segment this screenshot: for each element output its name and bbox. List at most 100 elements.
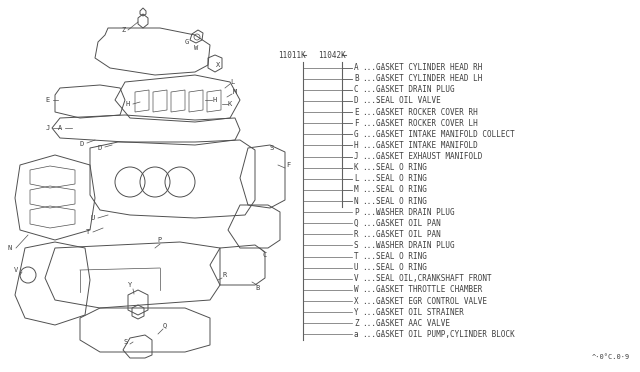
Text: .....: ..... — [362, 119, 385, 128]
Text: B: B — [256, 285, 260, 291]
Text: C: C — [354, 85, 358, 94]
Text: H: H — [213, 97, 217, 103]
Text: U: U — [91, 215, 95, 221]
Text: GASKET ROCKER COVER LH: GASKET ROCKER COVER LH — [376, 119, 477, 128]
Text: .....: ..... — [362, 108, 385, 116]
Text: WASHER DRAIN PLUG: WASHER DRAIN PLUG — [376, 208, 454, 217]
Text: Y: Y — [354, 308, 358, 317]
Text: T: T — [86, 229, 90, 235]
Text: E: E — [354, 108, 358, 116]
Text: GASKET OIL PAN: GASKET OIL PAN — [376, 230, 441, 239]
Text: W: W — [194, 45, 198, 51]
Text: N: N — [354, 196, 358, 205]
Text: GASKET INTAKE MANIFOLD COLLECT: GASKET INTAKE MANIFOLD COLLECT — [376, 130, 515, 139]
Text: .....: ..... — [362, 296, 385, 305]
Text: .....: ..... — [362, 163, 385, 172]
Text: F: F — [354, 119, 358, 128]
Text: P: P — [354, 208, 358, 217]
Text: GASKET EXHAUST MANIFOLD: GASKET EXHAUST MANIFOLD — [376, 152, 483, 161]
Text: SEAL O RING: SEAL O RING — [376, 185, 427, 195]
Text: .....: ..... — [362, 219, 385, 228]
Text: .....: ..... — [362, 141, 385, 150]
Text: K: K — [228, 101, 232, 107]
Text: .....: ..... — [362, 308, 385, 317]
Text: Q: Q — [354, 219, 358, 228]
Text: F: F — [286, 162, 290, 168]
Text: .....: ..... — [362, 241, 385, 250]
Text: U: U — [354, 263, 358, 272]
Text: SEAL O RING: SEAL O RING — [376, 252, 427, 261]
Text: .....: ..... — [362, 208, 385, 217]
Text: WASHER DRAIN PLUG: WASHER DRAIN PLUG — [376, 241, 454, 250]
Text: GASKET ROCKER COVER RH: GASKET ROCKER COVER RH — [376, 108, 477, 116]
Text: Z: Z — [354, 319, 358, 328]
Text: Z: Z — [122, 27, 126, 33]
Text: E: E — [46, 97, 50, 103]
Text: .....: ..... — [362, 196, 385, 205]
Text: .....: ..... — [362, 274, 385, 283]
Text: .....: ..... — [362, 319, 385, 328]
Text: .....: ..... — [362, 63, 385, 72]
Text: L: L — [230, 79, 234, 85]
Text: G: G — [185, 39, 189, 45]
Text: K: K — [354, 163, 358, 172]
Text: 11042K: 11042K — [318, 51, 346, 60]
Text: .....: ..... — [362, 130, 385, 139]
Text: W: W — [354, 285, 358, 295]
Text: GASKET EGR CONTROL VALVE: GASKET EGR CONTROL VALVE — [376, 296, 487, 305]
Text: GASKET THROTTLE CHAMBER: GASKET THROTTLE CHAMBER — [376, 285, 483, 295]
Text: P: P — [158, 237, 162, 243]
Text: .....: ..... — [362, 252, 385, 261]
Text: .....: ..... — [362, 263, 385, 272]
Text: G: G — [354, 130, 358, 139]
Text: GASKET AAC VALVE: GASKET AAC VALVE — [376, 319, 450, 328]
Text: D: D — [354, 96, 358, 105]
Text: SEAL OIL VALVE: SEAL OIL VALVE — [376, 96, 441, 105]
Text: H: H — [126, 101, 130, 107]
Text: A: A — [58, 125, 62, 131]
Text: a: a — [354, 330, 358, 339]
Text: D: D — [80, 141, 84, 147]
Text: J: J — [46, 125, 50, 131]
Text: H: H — [354, 141, 358, 150]
Text: GASKET OIL PAN: GASKET OIL PAN — [376, 219, 441, 228]
Text: A: A — [354, 63, 358, 72]
Text: .....: ..... — [362, 74, 385, 83]
Text: .....: ..... — [362, 85, 385, 94]
Text: SEAL O RING: SEAL O RING — [376, 196, 427, 205]
Text: Y: Y — [128, 282, 132, 288]
Text: M: M — [233, 89, 237, 95]
Text: .....: ..... — [362, 96, 385, 105]
Text: C: C — [263, 252, 267, 258]
Text: .....: ..... — [362, 230, 385, 239]
Text: SEAL OIL,CRANKSHAFT FRONT: SEAL OIL,CRANKSHAFT FRONT — [376, 274, 492, 283]
Text: N: N — [8, 245, 12, 251]
Text: J: J — [354, 152, 358, 161]
Text: .....: ..... — [362, 330, 385, 339]
Text: ^·0°C.0·9: ^·0°C.0·9 — [592, 354, 630, 360]
Text: L: L — [354, 174, 358, 183]
Text: GASKET CYLINDER HEAD RH: GASKET CYLINDER HEAD RH — [376, 63, 483, 72]
Text: V: V — [354, 274, 358, 283]
Text: GASKET OIL STRAINER: GASKET OIL STRAINER — [376, 308, 464, 317]
Text: 11011K: 11011K — [278, 51, 306, 60]
Text: GASKET INTAKE MANIFOLD: GASKET INTAKE MANIFOLD — [376, 141, 477, 150]
Text: .....: ..... — [362, 152, 385, 161]
Text: GASKET DRAIN PLUG: GASKET DRAIN PLUG — [376, 85, 454, 94]
Text: D: D — [98, 145, 102, 151]
Text: S: S — [354, 241, 358, 250]
Text: GASKET OIL PUMP,CYLINDER BLOCK: GASKET OIL PUMP,CYLINDER BLOCK — [376, 330, 515, 339]
Text: M: M — [354, 185, 358, 195]
Text: X: X — [216, 62, 220, 68]
Text: V: V — [14, 267, 18, 273]
Text: R: R — [354, 230, 358, 239]
Text: Q: Q — [163, 322, 167, 328]
Text: .....: ..... — [362, 285, 385, 295]
Text: .....: ..... — [362, 185, 385, 195]
Text: SEAL O RING: SEAL O RING — [376, 174, 427, 183]
Text: .....: ..... — [362, 174, 385, 183]
Text: S: S — [124, 339, 128, 345]
Text: S: S — [270, 145, 274, 151]
Text: SEAL O RING: SEAL O RING — [376, 263, 427, 272]
Text: B: B — [354, 74, 358, 83]
